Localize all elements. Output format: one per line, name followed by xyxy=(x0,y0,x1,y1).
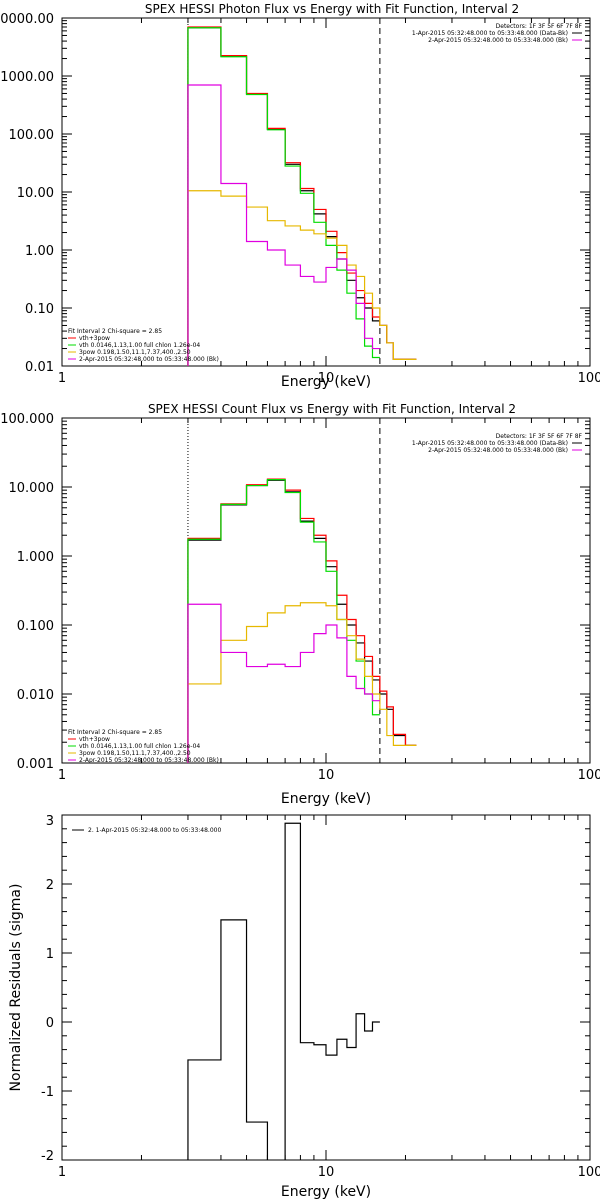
fit-legend-entry: vth 0.0146,1.13,1.00 full chlon 1.26e-04 xyxy=(79,743,200,750)
y-tick-label: 10.00 xyxy=(17,186,54,201)
fit-legend-entry: 3pow 0.198,1.50,11.1,7.37,400.,2.50 xyxy=(79,750,191,757)
series-line-4 xyxy=(187,602,417,763)
y-tick-label: 1 xyxy=(46,947,54,962)
fit-legend-entry: 2-Apr-2015 05:32:48.000 to 05:33:48.000 … xyxy=(79,757,219,764)
y-tick-label: -1 xyxy=(41,1085,54,1100)
y-tick-label: 0 xyxy=(46,1016,54,1031)
series-line-1 xyxy=(187,27,417,366)
y-tick-label: 1.000 xyxy=(17,550,54,565)
x-tick-label: 100 xyxy=(578,1165,600,1180)
y-axis-label: Normalized Residuals (sigma) xyxy=(8,884,24,1092)
legend-header: Detectors: 1F 3F 5F 6F 7F 8F xyxy=(496,433,583,440)
x-tick-label: 10 xyxy=(318,371,335,386)
x-tick-label: 10 xyxy=(318,768,335,783)
series-line-1 xyxy=(187,479,417,763)
x-axis-label: Energy (keV) xyxy=(281,791,371,807)
legend-entry: 2-Apr-2015 05:32:48.000 to 05:33:48.000 … xyxy=(428,37,568,44)
x-tick-label: 1 xyxy=(58,768,66,783)
y-tick-label: 1.00 xyxy=(25,244,54,259)
y-tick-label: 0.01 xyxy=(25,360,54,375)
x-axis-label: Energy (keV) xyxy=(281,374,371,390)
y-tick-label: 2 xyxy=(46,878,54,893)
y-tick-label: 10.000 xyxy=(9,481,55,496)
x-tick-label: 100 xyxy=(578,768,600,783)
y-tick-label: 100.00 xyxy=(9,128,55,143)
legend-header: Detectors: 1F 3F 5F 6F 7F 8F xyxy=(496,23,583,30)
series-line-1 xyxy=(187,822,380,1160)
chart-panel-2: SPEX HESSI Count Flux vs Energy with Fit… xyxy=(0,402,600,807)
y-tick-label: 0.10 xyxy=(25,302,54,317)
legend-entry: 2-Apr-2015 05:32:48.000 to 05:33:48.000 … xyxy=(428,447,568,454)
plot-frame xyxy=(61,417,591,764)
series-group xyxy=(187,822,380,1160)
y-tick-label: 0.010 xyxy=(17,688,54,703)
series-line-4 xyxy=(187,190,417,366)
plot-frame xyxy=(61,814,591,1161)
x-tick-label: 10 xyxy=(318,1165,335,1180)
y-tick-label: 0.001 xyxy=(17,757,54,772)
chart-title: SPEX HESSI Photon Flux vs Energy with Fi… xyxy=(145,2,519,16)
fit-legend-entry: 3pow 0.198,1.50,11.1,7.37,400.,2.50 xyxy=(79,349,191,356)
x-axis-label: Energy (keV) xyxy=(281,1184,371,1200)
chart-panel-1: SPEX HESSI Photon Flux vs Energy with Fi… xyxy=(0,2,600,390)
series-line-3 xyxy=(187,27,380,366)
y-tick-label: 10000.00 xyxy=(0,12,54,27)
series-line-5 xyxy=(187,603,380,763)
y-tick-label: 0.100 xyxy=(17,619,54,634)
series-line-3 xyxy=(187,479,380,763)
plot-frame xyxy=(61,17,591,367)
fit-label: Fit Interval 2 Chi-square = 2.85 xyxy=(68,328,162,335)
legend-entry: 1-Apr-2015 05:32:48.000 to 05:33:48.000 … xyxy=(412,440,568,447)
legend-entry: 1-Apr-2015 05:32:48.000 to 05:33:48.000 … xyxy=(412,30,568,37)
series-group xyxy=(187,26,417,366)
y-tick-label: 100.000 xyxy=(0,412,54,427)
chart-panel-3: 1 10 100 -2 -1 0 1 2 3 Energy (keV) Normalized Res… xyxy=(8,814,600,1200)
fit-legend-entry: vth+3pow xyxy=(79,335,110,342)
fit-legend-entry: vth 0.0146,1.13,1.00 full chlon 1.26e-04 xyxy=(79,342,200,349)
y-tick-label: -2 xyxy=(41,1149,54,1164)
y-tick-label: 3 xyxy=(46,814,54,829)
series-group xyxy=(187,478,417,763)
fit-legend-entry: 2-Apr-2015 05:32:48.000 to 05:33:48.000 … xyxy=(79,356,219,363)
chart-title: SPEX HESSI Count Flux vs Energy with Fit… xyxy=(148,402,516,416)
fit-label: Fit Interval 2 Chi-square = 2.85 xyxy=(68,729,162,736)
x-tick-label: 1 xyxy=(58,371,66,386)
legend-entry: 2. 1-Apr-2015 05:32:48.000 to 05:33:48.0… xyxy=(88,827,221,834)
x-tick-label: 100 xyxy=(578,371,600,386)
fit-legend-entry: vth+3pow xyxy=(79,736,110,743)
y-tick-label: 1000.00 xyxy=(0,70,54,85)
series-line-5 xyxy=(187,84,380,366)
x-tick-label: 1 xyxy=(58,1165,66,1180)
